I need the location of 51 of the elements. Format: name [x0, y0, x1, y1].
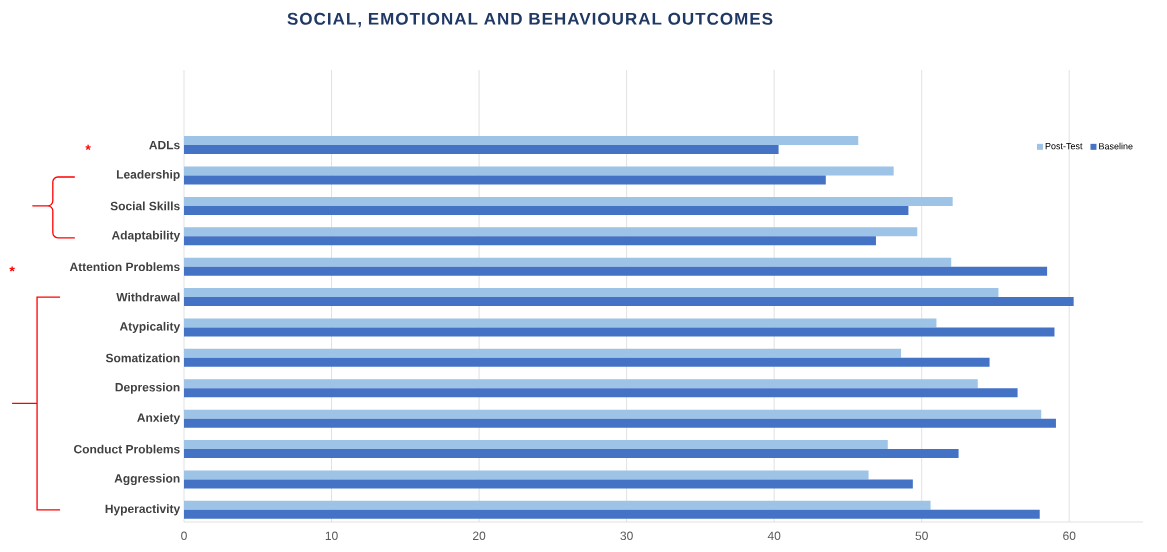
bar — [184, 236, 876, 246]
bar — [184, 288, 999, 298]
y-tick-label: Adaptability — [111, 230, 181, 242]
text: * — [85, 144, 91, 151]
legend-label: Post-Test — [1045, 142, 1083, 150]
bar — [184, 175, 826, 185]
bar — [184, 227, 918, 237]
bar — [184, 500, 931, 510]
bar — [184, 196, 953, 206]
bar — [184, 479, 913, 489]
bar — [184, 297, 1074, 307]
bar — [184, 166, 894, 176]
x-tick-label: 50 — [915, 531, 928, 541]
y-tick-label: Depression — [115, 382, 180, 394]
legend-label: Baseline — [1099, 142, 1133, 150]
y-tick-label: Atypicality — [119, 321, 181, 334]
bar — [184, 449, 959, 459]
bar — [184, 440, 888, 450]
bar — [184, 379, 978, 389]
bar — [184, 418, 1056, 428]
chart-title: SOCIAL, EMOTIONAL AND BEHAVIOURAL OUTCOMES — [287, 12, 773, 28]
bar — [184, 388, 1018, 398]
y-tick-label: Withdrawal — [116, 292, 180, 302]
y-tick-label: Somatization — [105, 353, 180, 363]
bar — [184, 348, 902, 358]
x-tick-label: 30 — [620, 531, 633, 541]
bar — [184, 470, 869, 480]
bar — [184, 205, 909, 215]
bar — [184, 145, 779, 155]
bar — [184, 266, 1048, 276]
x-tick-label: 40 — [767, 531, 781, 541]
y-tick-label: Aggression — [114, 473, 180, 486]
y-tick-label: Attention Problems — [69, 262, 180, 272]
bar — [184, 509, 1040, 519]
x-tick-label: 0 — [181, 531, 187, 541]
y-tick-label: Hyperactivity — [105, 504, 181, 516]
y-tick-label: Leadership — [116, 169, 180, 182]
bar — [184, 357, 990, 367]
y-tick-label: Anxiety — [137, 413, 181, 425]
x-tick-label: 10 — [325, 531, 338, 541]
x-tick-label: 20 — [473, 531, 486, 541]
x-tick-label: 60 — [1063, 531, 1076, 541]
y-tick-label: Social Skills — [110, 201, 180, 211]
text: * — [9, 266, 15, 272]
bar — [184, 257, 952, 267]
y-tick-label: ADLs — [149, 140, 180, 150]
y-tick-label: Conduct Problems — [74, 444, 180, 454]
bar — [184, 327, 1055, 337]
bar — [184, 136, 859, 146]
bar — [184, 318, 937, 328]
bar — [184, 409, 1042, 419]
